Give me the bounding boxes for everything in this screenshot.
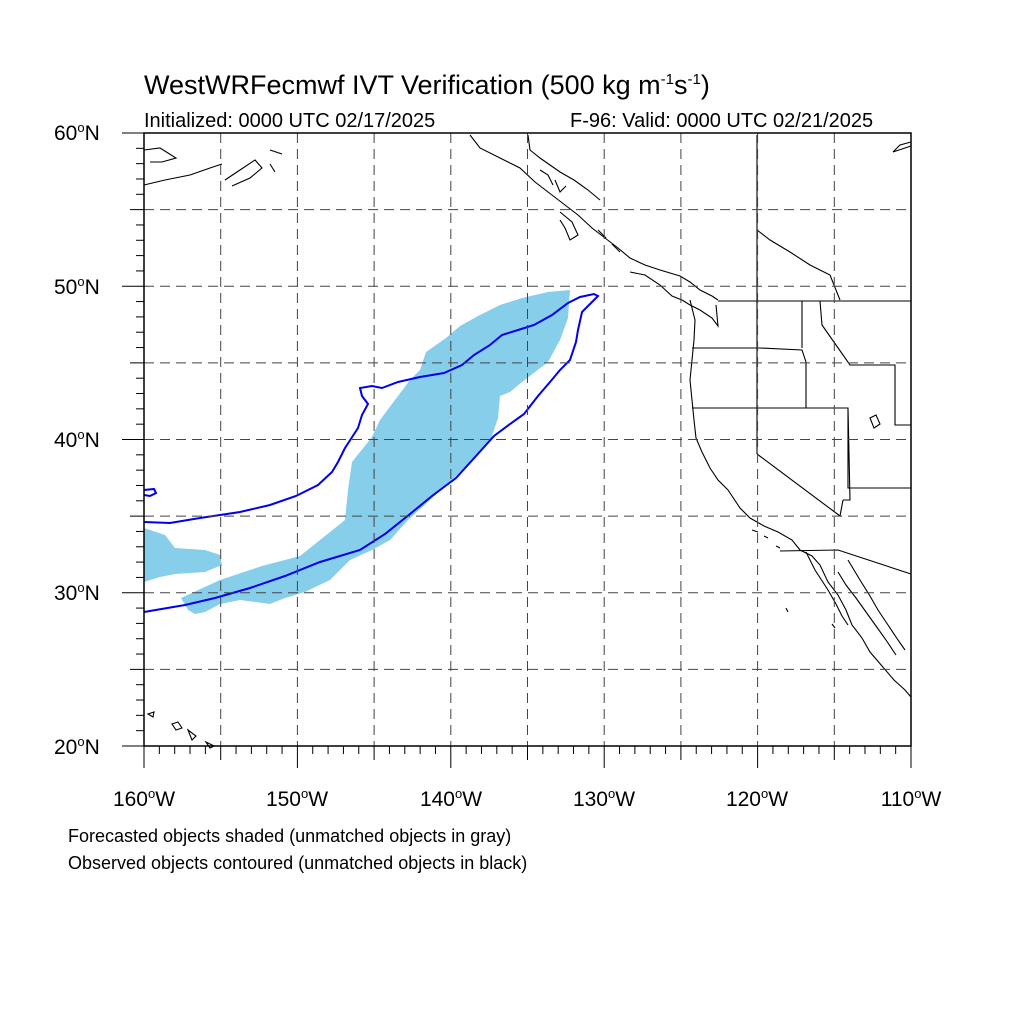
lon-label-160w: 160oW [112, 786, 176, 811]
initialized-label: Initialized: 0000 UTC 02/17/2025 [144, 110, 436, 132]
legend-forecast: Forecasted objects shaded (unmatched obj… [68, 826, 512, 846]
state-borders [692, 135, 912, 575]
alaska-interior [527, 134, 601, 201]
bc-coast [629, 271, 719, 328]
lon-label-120w: 120oW [725, 786, 789, 811]
lon-label-130w: 130oW [572, 786, 636, 811]
lat-label-50n: 50oN [54, 274, 100, 299]
aleutian-north [143, 147, 283, 187]
hawaii-islands [146, 711, 216, 749]
map-title: WestWRFecmwf IVT Verification (500 kg m-… [144, 70, 710, 100]
lat-label-20n: 20oN [54, 734, 100, 759]
forecast-objects [144, 290, 570, 614]
forecast-object-main [181, 290, 570, 614]
ne-corner-land [892, 141, 912, 153]
legend-observed: Observed objects contoured (unmatched ob… [68, 853, 528, 873]
baja-coast [805, 551, 897, 656]
alaska-islands [539, 169, 621, 253]
lat-label-40n: 40oN [54, 427, 100, 452]
valid-time-label: F-96: Valid: 0000 UTC 02/21/2025 [570, 110, 874, 132]
observed-objects [143, 292, 600, 613]
axis-ticks [122, 132, 912, 768]
islands-pacific [751, 414, 881, 629]
lat-label-30n: 30oN [54, 580, 100, 605]
map-frame [143, 132, 912, 747]
gulf-california [847, 559, 906, 651]
us-west-coast [689, 299, 912, 698]
observed-contour-small [143, 487, 158, 498]
observed-contour-main [143, 292, 600, 613]
lat-label-60n: 60oN [54, 120, 100, 145]
coastlines [143, 134, 912, 749]
alaska-coast [469, 134, 719, 301]
forecast-object-west [144, 528, 222, 582]
grid-lines [144, 133, 911, 746]
lon-label-110w: 110oW [880, 786, 942, 811]
lon-label-140w: 140oW [419, 786, 483, 811]
lon-label-150w: 150oW [265, 786, 329, 811]
